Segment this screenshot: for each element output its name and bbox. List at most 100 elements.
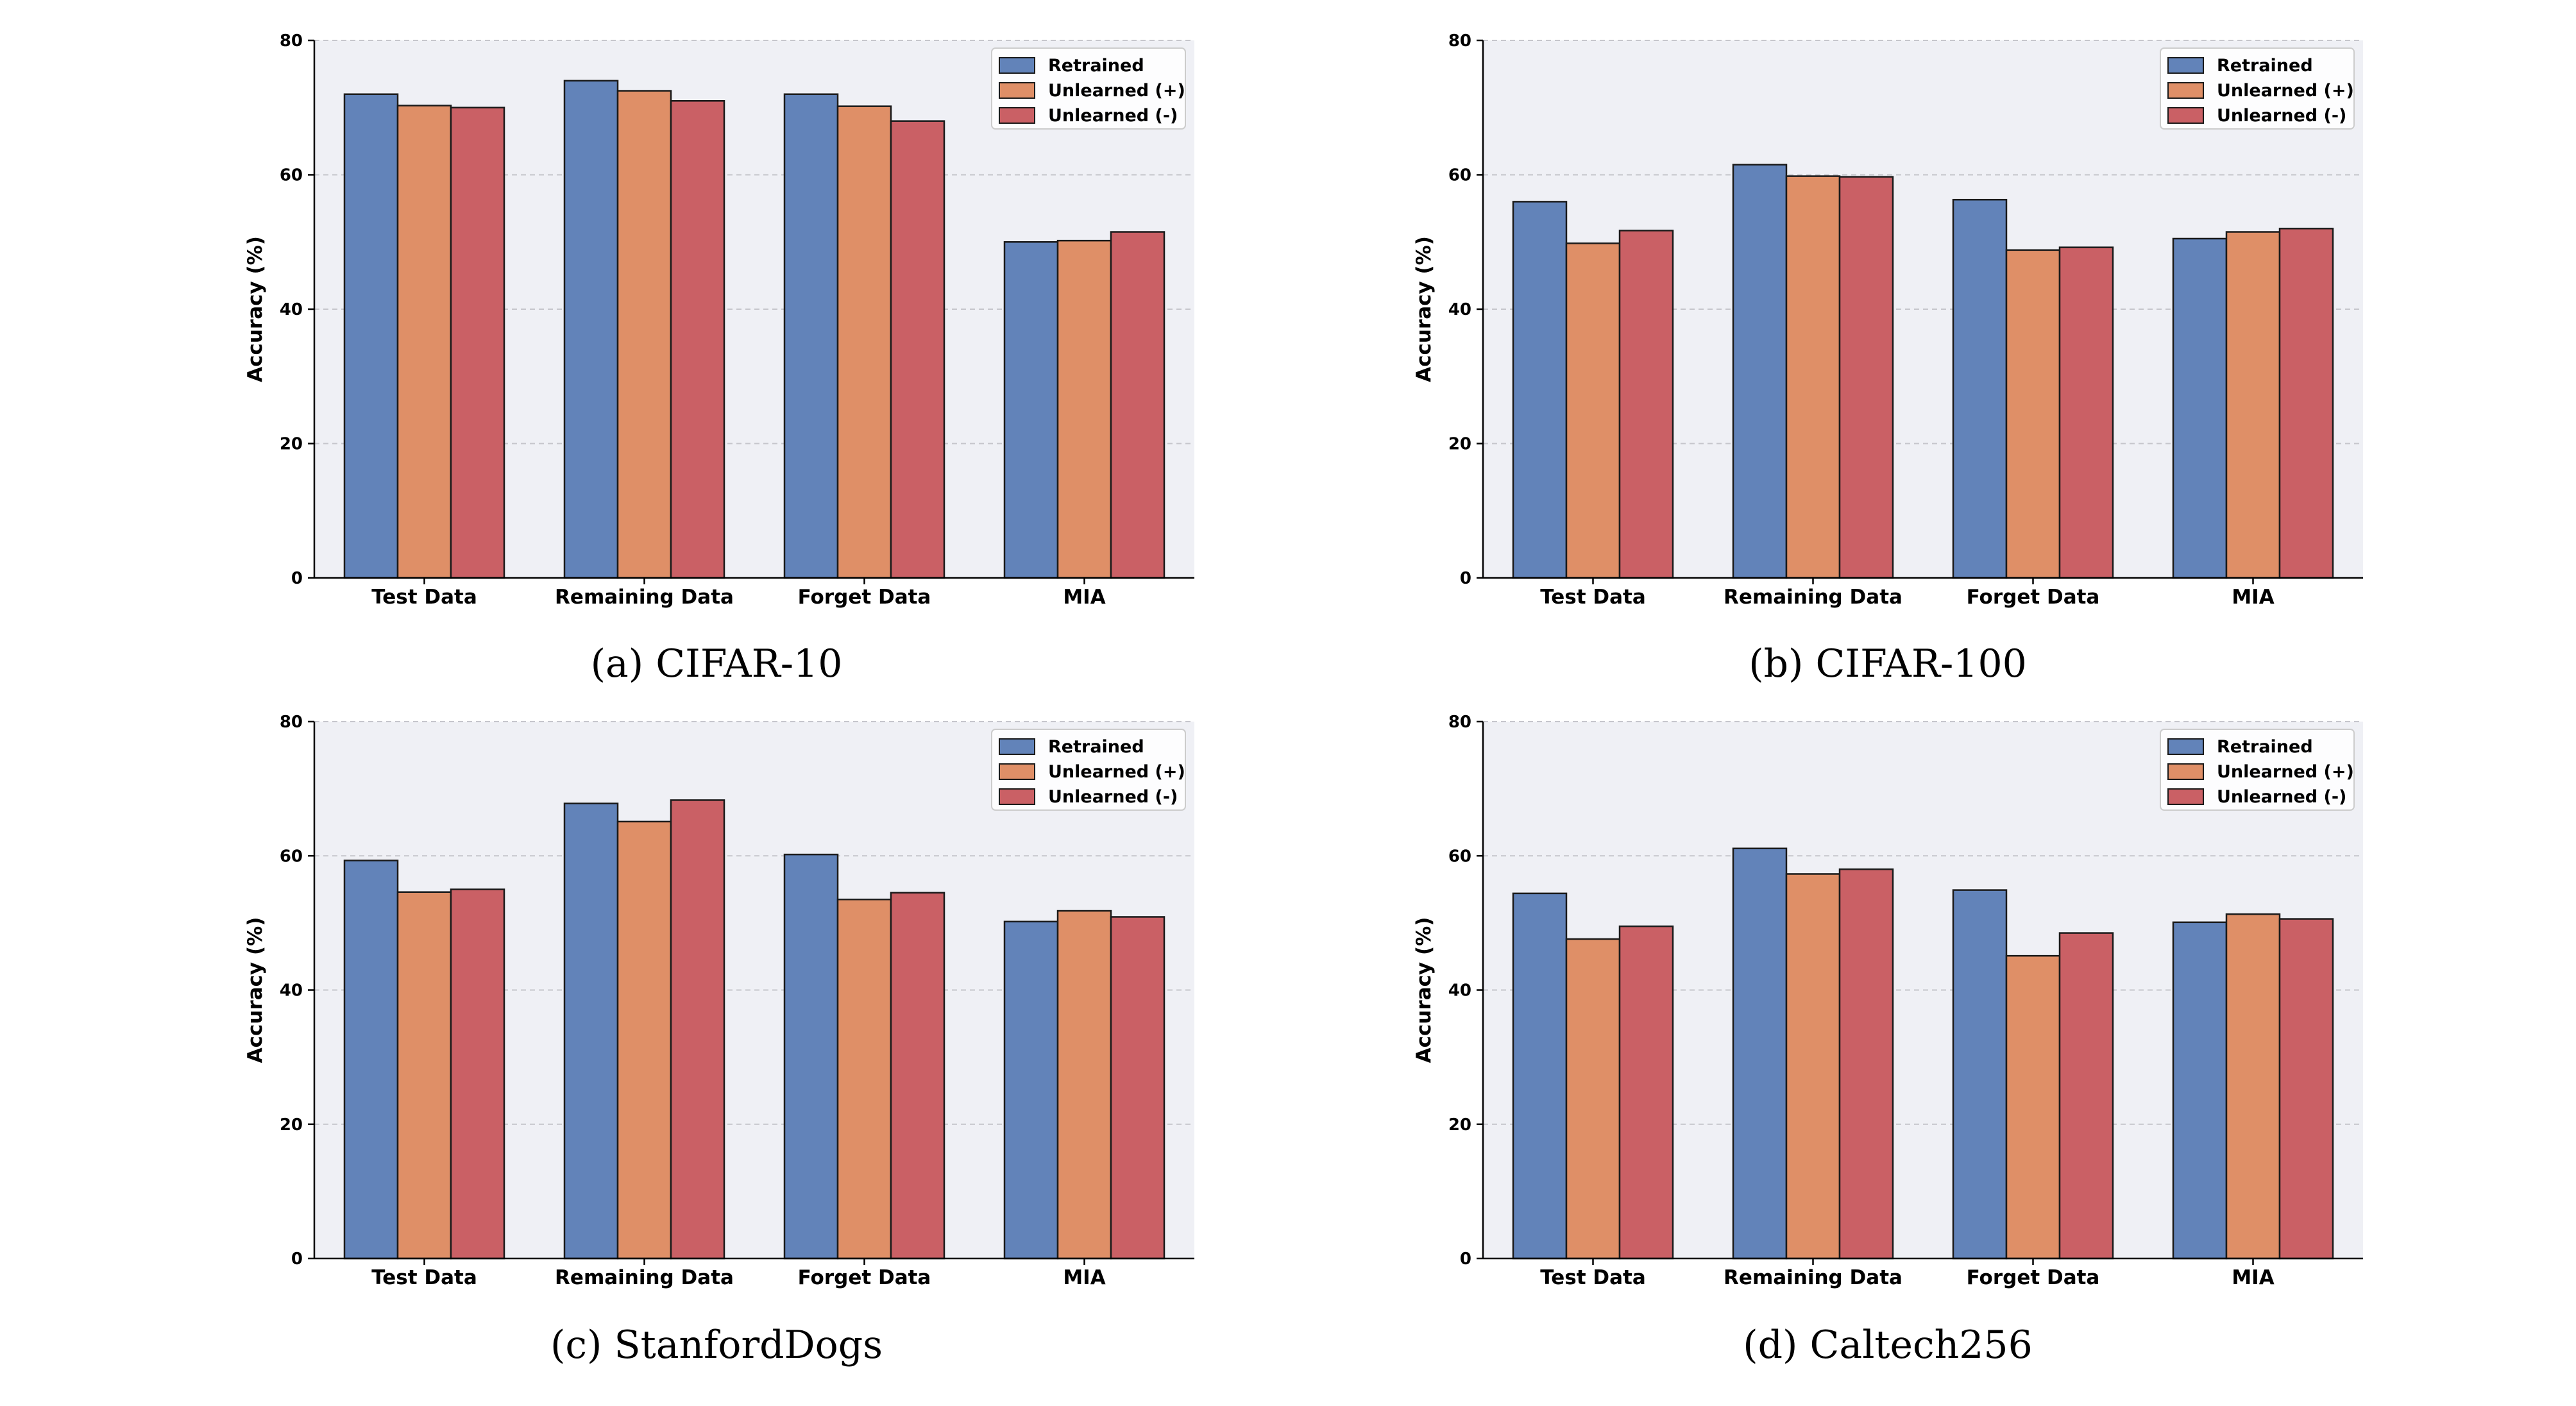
legend-swatch bbox=[999, 788, 1035, 805]
legend-label: Unlearned (-) bbox=[1048, 787, 1178, 807]
bar-retrained-1 bbox=[1732, 164, 1788, 579]
bar-unlearned-0 bbox=[1618, 925, 1674, 1260]
y-tick-label: 0 bbox=[291, 569, 303, 588]
x-tick-label: Forget Data bbox=[798, 586, 931, 609]
bar-retrained-1 bbox=[1732, 847, 1788, 1260]
bar-unlearned-0 bbox=[450, 106, 505, 579]
bar-unlearned-0 bbox=[396, 891, 452, 1260]
chart-panel-3: 0 20 40 60 80 Test Data Remaining Data Forget D… bbox=[1412, 713, 2363, 1368]
legend-swatch bbox=[999, 107, 1035, 124]
bar-unlearned-2 bbox=[836, 899, 892, 1260]
bar-retrained-3 bbox=[1003, 241, 1059, 579]
bar-unlearned-3 bbox=[1056, 239, 1112, 579]
y-axis-label: Accuracy (%) bbox=[1412, 236, 1436, 382]
bar-unlearned-0 bbox=[1565, 938, 1621, 1260]
x-tick-label: Forget Data bbox=[1967, 586, 2100, 609]
x-tick-label: Forget Data bbox=[1967, 1266, 2100, 1289]
x-tick-label: Remaining Data bbox=[555, 1266, 734, 1289]
bar-unlearned-0 bbox=[1618, 230, 1674, 579]
bar-retrained-2 bbox=[1952, 199, 2008, 579]
bar-unlearned-3 bbox=[2278, 918, 2334, 1260]
bar-retrained-3 bbox=[2172, 921, 2228, 1260]
bar-unlearned-3 bbox=[1110, 231, 1165, 579]
x-tick-label: Remaining Data bbox=[1724, 586, 1902, 609]
bar-retrained-0 bbox=[343, 93, 399, 579]
y-tick-label: 60 bbox=[280, 847, 303, 866]
legend-swatch bbox=[999, 57, 1035, 74]
bar-unlearned-1 bbox=[1785, 873, 1841, 1260]
x-tick-label: Test Data bbox=[1540, 1266, 1646, 1289]
legend-swatch bbox=[2167, 82, 2204, 99]
legend: Retrained Unlearned (+) Unlearned (-) bbox=[2160, 729, 2355, 811]
legend-swatch bbox=[2167, 57, 2204, 74]
panel-caption: (c) StanfordDogs bbox=[550, 1323, 883, 1368]
bar-retrained-2 bbox=[783, 93, 839, 579]
y-tick-label: 40 bbox=[280, 981, 303, 1001]
chart-panel-0: 0 20 40 60 80 Test Data Remaining Data Forget D… bbox=[244, 31, 1194, 686]
bar-unlearned-2 bbox=[890, 120, 945, 579]
bar-unlearned-3 bbox=[2225, 231, 2281, 579]
chart-panel-2: 0 20 40 60 80 Test Data Remaining Data Forget D… bbox=[244, 713, 1194, 1368]
bar-unlearned-2 bbox=[2058, 246, 2114, 579]
bar-retrained-2 bbox=[783, 853, 839, 1260]
bar-retrained-0 bbox=[1512, 892, 1568, 1260]
bar-unlearned-3 bbox=[1056, 910, 1112, 1260]
legend-swatch bbox=[999, 82, 1035, 99]
bar-retrained-2 bbox=[1952, 889, 2008, 1260]
bar-unlearned-3 bbox=[1110, 916, 1165, 1260]
legend-label: Unlearned (+) bbox=[1048, 762, 1185, 782]
bar-unlearned-1 bbox=[670, 100, 725, 579]
x-tick-label: MIA bbox=[2232, 1266, 2274, 1289]
y-tick-label: 40 bbox=[1448, 981, 1471, 1001]
bar-unlearned-3 bbox=[2278, 228, 2334, 579]
y-tick-label: 80 bbox=[280, 31, 303, 51]
legend-label: Retrained bbox=[1048, 737, 1144, 757]
y-tick-label: 20 bbox=[280, 1115, 303, 1135]
legend-swatch bbox=[2167, 763, 2204, 780]
y-tick-label: 0 bbox=[1460, 569, 1471, 588]
x-tick-label: Forget Data bbox=[798, 1266, 931, 1289]
bar-retrained-1 bbox=[563, 80, 619, 579]
legend-label: Retrained bbox=[1048, 56, 1144, 76]
bar-unlearned-0 bbox=[450, 888, 505, 1260]
bar-retrained-3 bbox=[2172, 237, 2228, 579]
bar-unlearned-1 bbox=[616, 820, 672, 1260]
x-tick-label: Test Data bbox=[1540, 586, 1646, 609]
legend-label: Unlearned (+) bbox=[1048, 81, 1185, 101]
y-axis-label: Accuracy (%) bbox=[1412, 917, 1436, 1063]
y-tick-label: 0 bbox=[1460, 1249, 1471, 1269]
bar-retrained-1 bbox=[563, 802, 619, 1260]
x-tick-label: Remaining Data bbox=[1724, 1266, 1902, 1289]
legend: Retrained Unlearned (+) Unlearned (-) bbox=[991, 47, 1186, 130]
y-axis-label: Accuracy (%) bbox=[244, 236, 267, 382]
bar-unlearned-1 bbox=[670, 799, 725, 1260]
y-tick-label: 20 bbox=[1448, 435, 1471, 454]
legend-label: Unlearned (+) bbox=[2217, 762, 2354, 782]
bar-unlearned-1 bbox=[1838, 868, 1894, 1260]
y-tick-label: 40 bbox=[1448, 300, 1471, 319]
legend-label: Unlearned (-) bbox=[1048, 106, 1178, 126]
legend-box bbox=[2160, 47, 2355, 130]
x-tick-label: Remaining Data bbox=[555, 586, 734, 609]
bar-retrained-0 bbox=[1512, 201, 1568, 579]
y-tick-label: 20 bbox=[1448, 1115, 1471, 1135]
legend-label: Retrained bbox=[2217, 56, 2313, 76]
bar-retrained-0 bbox=[343, 860, 399, 1260]
bar-unlearned-2 bbox=[836, 105, 892, 579]
y-tick-label: 60 bbox=[1448, 166, 1471, 185]
bar-unlearned-2 bbox=[2058, 932, 2114, 1260]
panel-caption: (a) CIFAR-10 bbox=[591, 641, 843, 686]
x-tick-label: MIA bbox=[1063, 1266, 1105, 1289]
bar-unlearned-0 bbox=[1565, 242, 1621, 579]
legend: Retrained Unlearned (+) Unlearned (-) bbox=[991, 729, 1186, 811]
chart-panel-1: 0 20 40 60 80 Test Data Remaining Data Forget D… bbox=[1412, 31, 2363, 686]
bar-unlearned-2 bbox=[2005, 249, 2061, 579]
bar-unlearned-0 bbox=[396, 105, 452, 579]
y-tick-label: 80 bbox=[1448, 31, 1471, 51]
bar-retrained-3 bbox=[1003, 920, 1059, 1260]
x-tick-label: Test Data bbox=[371, 586, 477, 609]
legend: Retrained Unlearned (+) Unlearned (-) bbox=[2160, 47, 2355, 130]
y-tick-label: 40 bbox=[280, 300, 303, 319]
legend-swatch bbox=[999, 763, 1035, 780]
